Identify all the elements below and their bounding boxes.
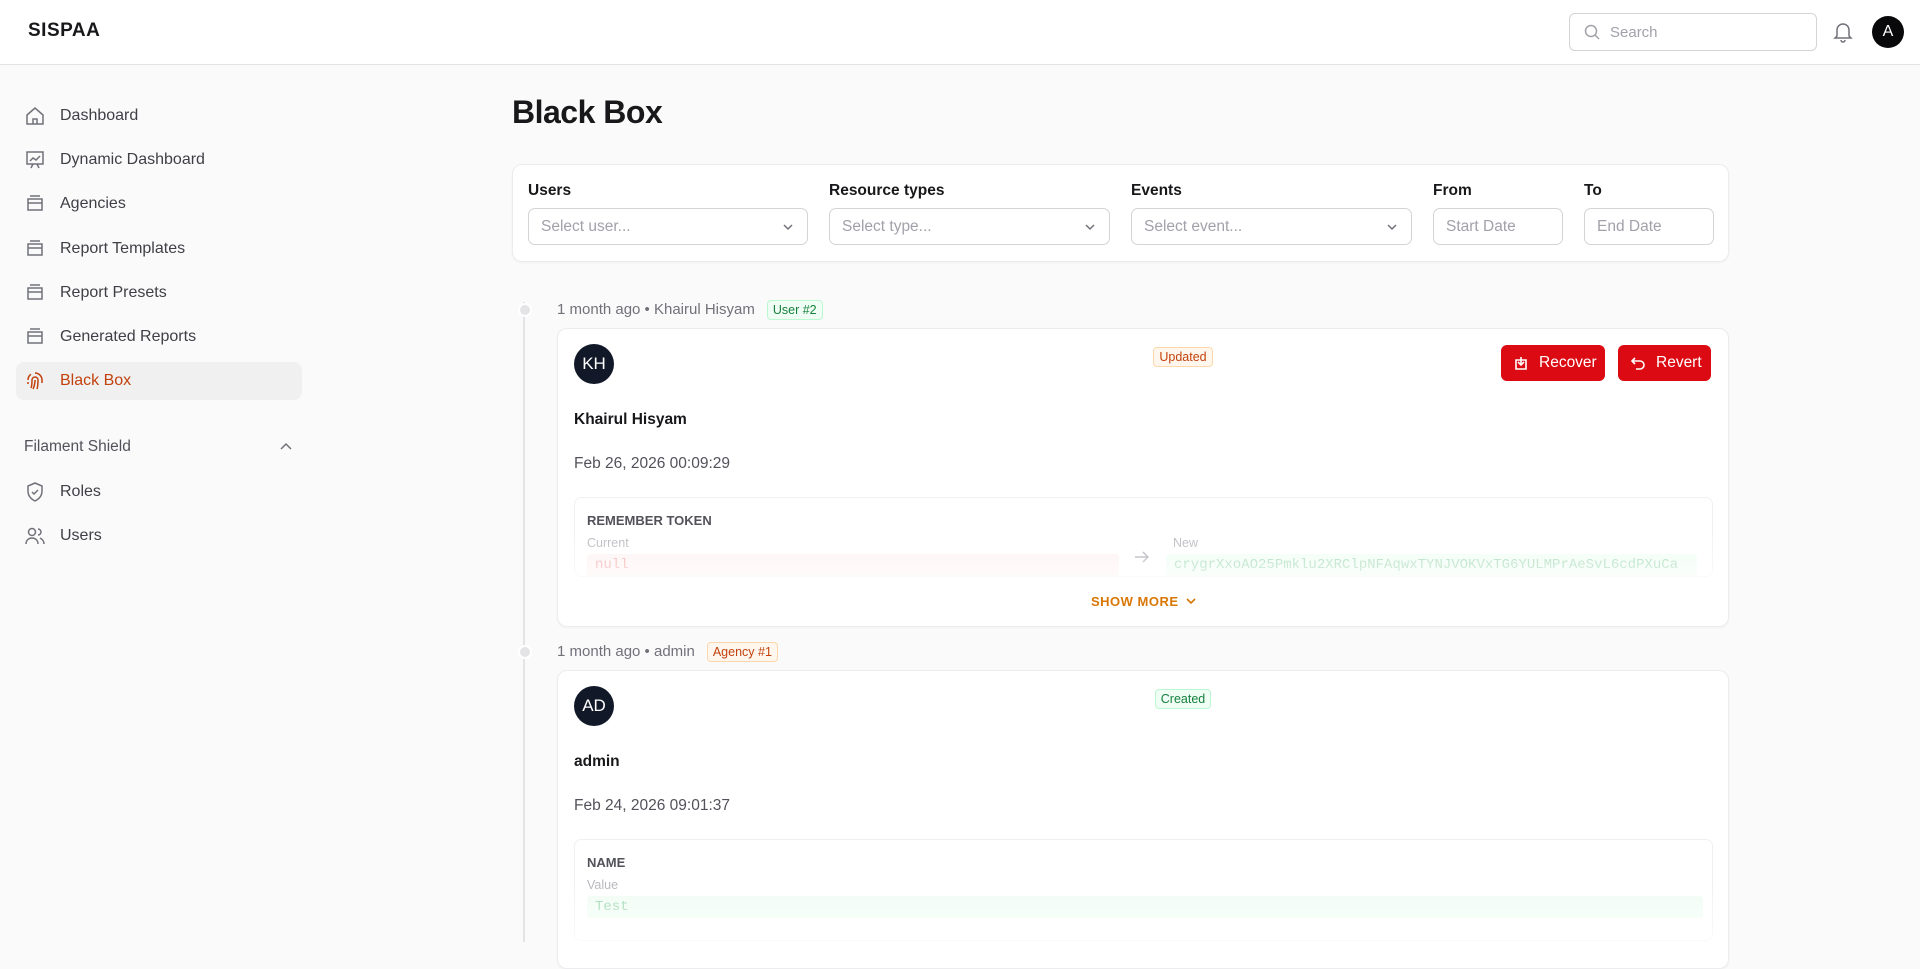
nav-icon — [26, 107, 44, 125]
nav-label: Dashboard — [60, 107, 139, 124]
nav-item[interactable]: Report Templates — [16, 230, 302, 268]
field-name: NAME — [587, 855, 626, 870]
dropdown-chevron — [783, 224, 793, 231]
filter-input[interactable]: Select user... — [528, 208, 808, 245]
top-bar: SISPAA Search A — [0, 0, 1920, 65]
button-icon — [1515, 357, 1527, 370]
nav-label: Users — [60, 527, 102, 544]
filter-input[interactable]: Select type... — [829, 208, 1110, 245]
placeholder: Start Date — [1446, 218, 1516, 235]
entry-meta: 1 month ago • Khairul Hisyam — [557, 301, 755, 318]
nav-item[interactable]: Report Presets — [16, 274, 302, 312]
nav-label: Roles — [60, 483, 101, 500]
nav-label: Dynamic Dashboard — [60, 151, 205, 168]
timeline-dot — [518, 303, 532, 317]
entry-date: Feb 24, 2026 09:01:37 — [574, 797, 730, 814]
filter-input[interactable]: Start Date — [1433, 208, 1563, 245]
nav-label: Agencies — [60, 195, 126, 212]
subject-badge[interactable]: User #2 — [766, 300, 823, 320]
brand[interactable]: SISPAA — [28, 20, 101, 41]
entry-meta: 1 month ago • admin — [557, 643, 695, 660]
timeline-dot — [518, 645, 532, 659]
nav-label: Report Presets — [60, 284, 167, 301]
timeline-line — [523, 302, 525, 942]
value-label: Value — [587, 878, 619, 892]
button-label: Recover — [1539, 354, 1597, 371]
nav-label: Black Box — [60, 372, 132, 389]
collapse-icon[interactable] — [279, 441, 293, 451]
search-icon — [1584, 24, 1600, 40]
filter-label: Events — [1131, 182, 1182, 199]
filter-input[interactable]: Select event... — [1131, 208, 1412, 245]
nav-item[interactable]: Users — [16, 517, 302, 555]
nav-icon — [27, 284, 43, 300]
diff-box: REMEMBER TOKEN Current null New crygrXxoAO25… — [574, 497, 1713, 577]
nav-item[interactable]: Black Box — [16, 362, 302, 400]
action-button[interactable]: Recover — [1501, 345, 1605, 381]
new-label: New — [1173, 536, 1199, 550]
actor-name: admin — [574, 753, 620, 770]
old-value: null — [587, 554, 1119, 576]
filter-label: From — [1433, 182, 1472, 199]
nav-group-label[interactable]: Filament Shield — [24, 438, 131, 455]
actor-avatar: KH — [574, 344, 614, 384]
user-avatar[interactable]: A — [1872, 16, 1904, 48]
search-placeholder: Search — [1610, 24, 1658, 41]
show-more-button[interactable]: SHOW MORE — [1091, 594, 1197, 609]
field-name: REMEMBER TOKEN — [587, 513, 712, 528]
new-value: crygrXxoAO25Pmklu2XRClpNFAqwxTYNJVOKVxTG… — [1166, 554, 1697, 576]
nav-label: Report Templates — [60, 240, 186, 257]
nav-item[interactable]: Dashboard — [16, 97, 302, 135]
value: Test — [587, 896, 1703, 918]
arrow-icon — [1135, 551, 1149, 563]
show-more-label: SHOW MORE — [1091, 594, 1179, 609]
nav-label: Generated Reports — [60, 328, 197, 345]
subject-badge[interactable]: Agency #1 — [706, 642, 778, 662]
notifications-button[interactable] — [1833, 21, 1853, 43]
filter-label: Users — [528, 182, 572, 199]
action-button[interactable]: Revert — [1618, 345, 1711, 381]
placeholder: End Date — [1597, 218, 1662, 235]
chevron — [1185, 598, 1196, 605]
event-badge: Updated — [1153, 347, 1213, 367]
nav-icon — [27, 240, 43, 256]
nav-icon — [25, 527, 45, 545]
nav-icon — [26, 151, 44, 169]
diff-box: NAME Value Test — [574, 839, 1713, 941]
actor-name: Khairul Hisyam — [574, 411, 687, 428]
search-box[interactable]: Search — [1569, 13, 1817, 51]
nav-icon — [27, 328, 43, 344]
filter-label: Resource types — [829, 182, 945, 199]
placeholder: Select type... — [842, 218, 932, 235]
entry-date: Feb 26, 2026 00:09:29 — [574, 455, 730, 472]
page-title: Black Box — [512, 94, 663, 130]
dropdown-chevron — [1387, 224, 1397, 231]
dropdown-chevron — [1085, 224, 1095, 231]
nav-item[interactable]: Agencies — [16, 185, 302, 223]
nav-icon — [27, 195, 43, 211]
placeholder: Select event... — [1144, 218, 1243, 235]
filter-label: To — [1584, 182, 1602, 199]
nav-item[interactable]: Dynamic Dashboard — [16, 141, 302, 179]
nav-item[interactable]: Generated Reports — [16, 318, 302, 356]
old-label: Current — [587, 536, 629, 550]
actor-avatar: AD — [574, 686, 614, 726]
event-badge: Created — [1154, 689, 1212, 709]
button-label: Revert — [1656, 354, 1702, 371]
filter-input[interactable]: End Date — [1584, 208, 1714, 245]
nav-icon — [27, 482, 43, 502]
button-icon — [1630, 357, 1645, 370]
placeholder: Select user... — [541, 218, 631, 235]
nav-item[interactable]: Roles — [16, 473, 302, 511]
nav-icon — [27, 372, 43, 390]
